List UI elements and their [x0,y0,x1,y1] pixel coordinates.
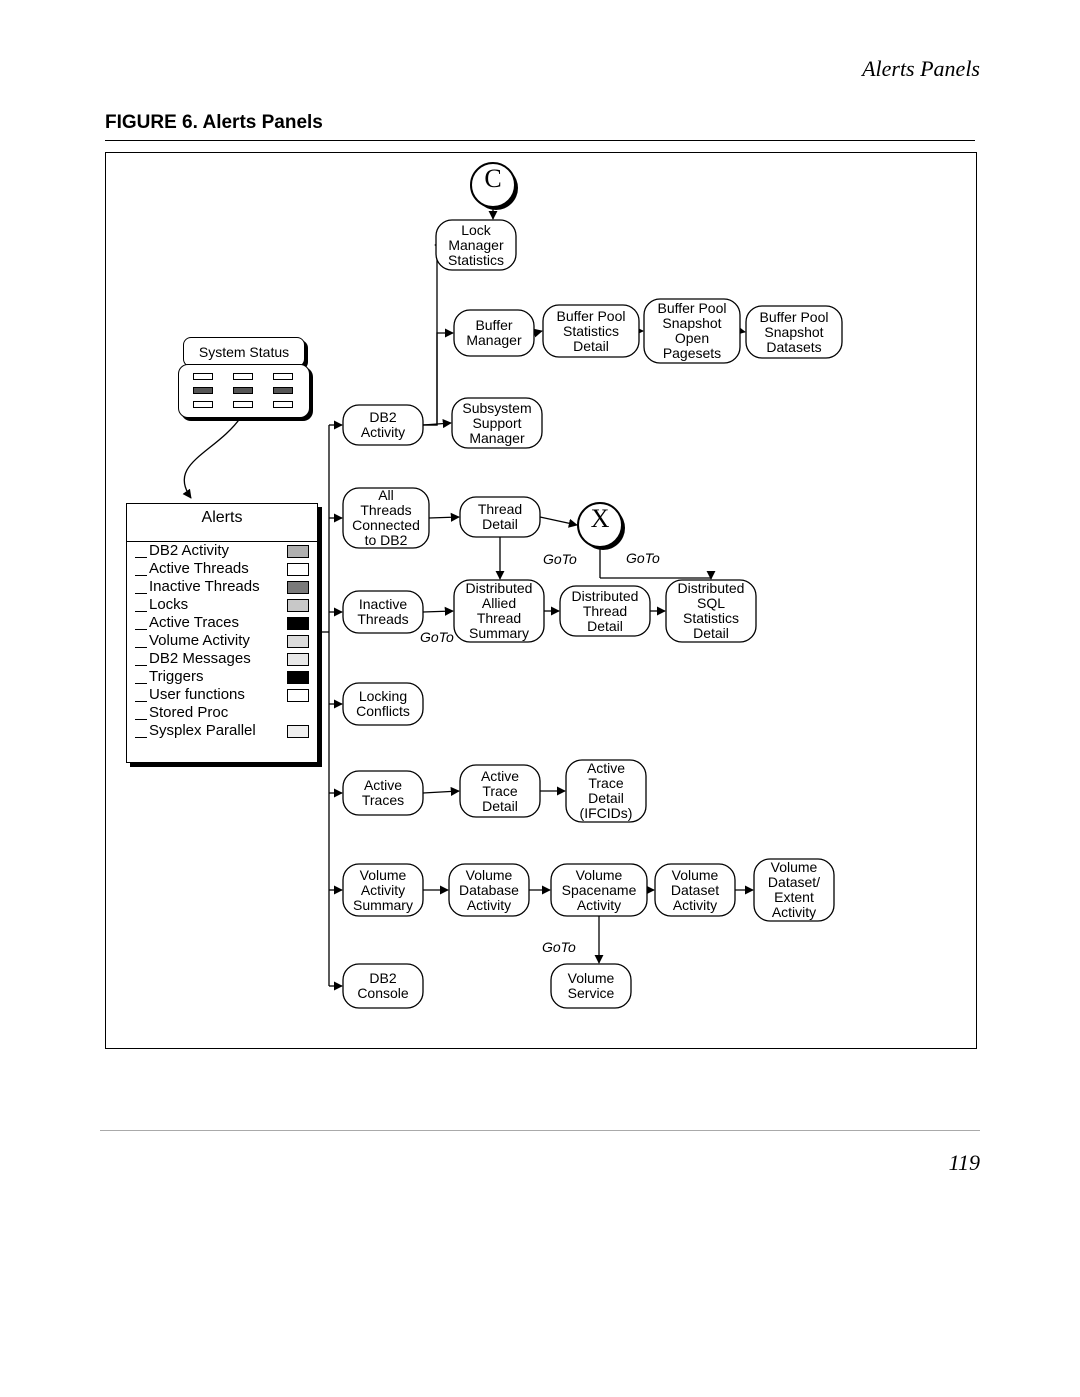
alerts-panel: AlertsDB2 ActivityActive ThreadsInactive… [126,503,318,763]
node-lock: Lock Manager Statistics [436,223,516,268]
alert-label: Triggers [149,668,203,685]
node-ssm: Subsystem Support Manager [452,401,542,446]
alert-swatch [287,653,309,666]
node-vds: Volume Dataset Activity [655,868,735,913]
node-buffer_mgr: Buffer Manager [454,318,534,348]
mini-bar [273,387,293,394]
system-status-title: System Status [183,337,305,367]
alert-swatch [287,563,309,576]
mini-bar [273,373,293,380]
page-number: 119 [949,1150,980,1176]
mini-bar [233,401,253,408]
alert-swatch [287,671,309,684]
node-vspace: Volume Spacename Activity [551,868,647,913]
node-vas: Volume Activity Summary [343,868,423,913]
node-bps_detail: Buffer Pool Statistics Detail [543,309,639,354]
alert-row: Locks [127,596,317,614]
alert-row: Volume Activity [127,632,317,650]
node-all_threads: All Threads Connected to DB2 [343,488,429,548]
node-atraces: Active Traces [343,778,423,808]
node-volsvc: Volume Service [551,971,631,1001]
alert-label: User functions [149,686,245,703]
mini-bar [233,373,253,380]
alert-label: Volume Activity [149,632,250,649]
node-dsql: Distributed SQL Statistics Detail [666,581,756,641]
node-lockconf: Locking Conflicts [343,689,423,719]
node-db2_activity: DB2 Activity [343,410,423,440]
alert-row: Active Traces [127,614,317,632]
alert-label: DB2 Messages [149,650,251,667]
alert-row: Sysplex Parallel [127,722,317,740]
connector-C: C [471,171,515,186]
node-dtd: Distributed Thread Detail [560,589,650,634]
alert-swatch [287,599,309,612]
alert-swatch [287,635,309,648]
running-head: Alerts Panels [862,56,980,82]
node-db2con: DB2 Console [343,971,423,1001]
connector-X: X [578,511,622,526]
mini-bar [193,373,213,380]
alert-swatch [287,617,309,630]
alert-label: Stored Proc [149,704,228,721]
node-bps_ds: Buffer Pool Snapshot Datasets [746,310,842,355]
node-atifcid: Active Trace Detail (IFCIDs) [566,761,646,821]
node-thread_detail: Thread Detail [460,502,540,532]
mini-bar [273,401,293,408]
alert-swatch [287,545,309,558]
alert-label: Locks [149,596,188,613]
alert-label: Active Traces [149,614,239,631]
node-vdb: Volume Database Activity [449,868,529,913]
system-status-icon [178,364,310,418]
goto-label-0: GoTo [543,551,577,567]
alert-row: DB2 Messages [127,650,317,668]
alert-swatch [287,581,309,594]
alert-row: Triggers [127,668,317,686]
node-inactive: Inactive Threads [343,597,423,627]
mini-bar [193,401,213,408]
node-bps_open: Buffer Pool Snapshot Open Pagesets [644,301,740,361]
alert-swatch [287,689,309,702]
alerts-title: Alerts [127,504,317,542]
goto-label-2: GoTo [626,550,660,566]
alert-row: User functions [127,686,317,704]
node-vext: Volume Dataset/ Extent Activity [754,860,834,920]
mini-bar [193,387,213,394]
alert-row: Active Threads [127,560,317,578]
goto-label-1: GoTo [420,629,454,645]
mini-bar [233,387,253,394]
alert-row: Inactive Threads [127,578,317,596]
goto-label-3: GoTo [542,939,576,955]
page: Alerts Panels FIGURE 6. Alerts Panels Lo… [0,0,1080,1397]
alert-swatch [287,725,309,738]
figure-caption: FIGURE 6. Alerts Panels [105,112,323,134]
alert-label: Inactive Threads [149,578,260,595]
alert-row: Stored Proc [127,704,317,722]
node-atdetail: Active Trace Detail [460,769,540,814]
figure-box: Lock Manager Statistics Buffer Manager Buf… [105,152,977,1049]
alert-label: Active Threads [149,560,249,577]
caption-rule [105,140,975,141]
alert-label: DB2 Activity [149,542,229,559]
node-dat_summary: Distributed Allied Thread Summary [454,581,544,641]
alert-label: Sysplex Parallel [149,722,256,739]
alert-row: DB2 Activity [127,542,317,560]
footer-rule [100,1130,980,1131]
